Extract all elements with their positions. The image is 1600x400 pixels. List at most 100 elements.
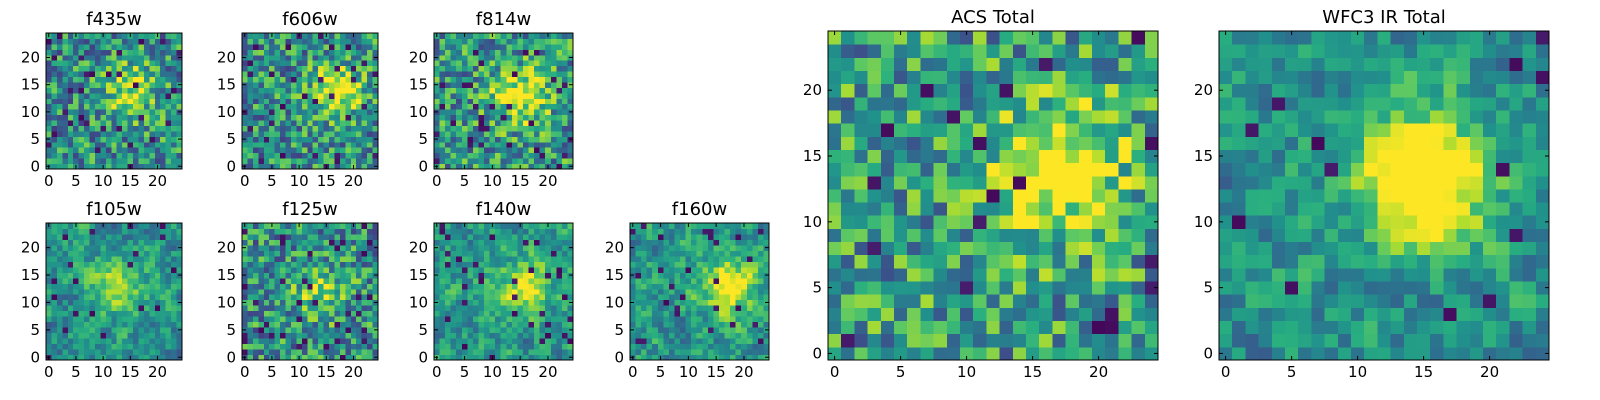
heatmap-cell	[674, 272, 681, 279]
heatmap-cell	[329, 354, 335, 361]
heatmap-cell	[556, 49, 563, 56]
heatmap-cell	[561, 98, 568, 105]
heatmap-cell	[367, 332, 374, 339]
heatmap-cell	[100, 277, 107, 284]
heatmap-cell	[517, 261, 524, 268]
heatmap-cell	[367, 38, 374, 45]
heatmap-cell	[484, 294, 491, 301]
heatmap-cell	[258, 343, 265, 350]
heatmap-cell	[445, 49, 452, 56]
heatmap-cell	[105, 316, 112, 323]
heatmap-cell	[550, 71, 557, 78]
heatmap-cell	[138, 109, 145, 116]
heatmap-cell	[318, 103, 325, 110]
heatmap-cell	[339, 136, 346, 143]
heatmap-cell	[46, 277, 52, 284]
heatmap-cell	[94, 60, 101, 67]
heatmap-cell	[489, 81, 496, 88]
heatmap-cell	[528, 109, 535, 116]
heatmap-cell	[138, 33, 145, 39]
heatmap-cell	[274, 283, 281, 290]
heatmap-cell	[735, 277, 742, 284]
heatmap-cell	[62, 141, 69, 148]
heatmap-cell	[138, 65, 145, 72]
heatmap-cell	[652, 272, 659, 279]
heatmap-cell	[122, 60, 129, 67]
heatmap-cell	[999, 175, 1014, 190]
heatmap-cell	[345, 109, 352, 116]
heatmap-cell	[280, 54, 287, 61]
heatmap-cell	[89, 305, 96, 312]
heatmap-cell	[495, 250, 502, 257]
heatmap-cell	[154, 60, 161, 67]
heatmap-cell	[1105, 188, 1119, 203]
heatmap-cell	[160, 299, 167, 306]
heatmap-cell	[165, 277, 172, 284]
heatmap-cell	[339, 244, 346, 251]
heatmap-cell	[329, 305, 335, 312]
heatmap-cell	[663, 349, 670, 356]
heatmap-cell	[713, 288, 720, 295]
heatmap-cell	[920, 267, 935, 282]
heatmap-cell	[707, 354, 714, 361]
heatmap-cell	[84, 239, 91, 246]
heatmap-cell	[946, 307, 961, 322]
heatmap-cell	[280, 49, 287, 56]
heatmap-cell	[517, 114, 524, 121]
heatmap-cell	[946, 333, 961, 348]
heatmap-cell	[62, 125, 69, 132]
heatmap-cell	[556, 71, 563, 78]
heatmap-cell	[143, 130, 150, 137]
heatmap-cell	[116, 54, 123, 61]
heatmap-cell	[361, 332, 368, 339]
heatmap-cell	[539, 228, 546, 235]
heatmap-cell	[467, 60, 474, 67]
heatmap-cell	[296, 81, 303, 88]
heatmap-cell	[105, 244, 112, 251]
heatmap-cell	[461, 288, 468, 295]
x-tick-label: 10	[290, 363, 309, 381]
heatmap-cell	[149, 120, 156, 126]
heatmap-cell	[258, 158, 265, 165]
heatmap-cell	[296, 327, 303, 334]
heatmap-cell	[439, 43, 446, 50]
heatmap-cell	[372, 33, 379, 39]
heatmap-cell	[263, 321, 270, 328]
heatmap-cell	[285, 125, 292, 132]
heatmap-cell	[641, 277, 648, 284]
heatmap-cell	[290, 54, 297, 61]
heatmap-cell	[111, 343, 118, 350]
heatmap-cell	[149, 250, 156, 257]
heatmap-cell	[263, 228, 270, 235]
heatmap-cell	[657, 338, 664, 345]
heatmap-cell	[757, 233, 764, 240]
heatmap-cell	[94, 250, 101, 257]
heatmap-cell	[489, 109, 496, 116]
heatmap-cell	[1092, 175, 1106, 190]
heatmap-cell	[445, 76, 452, 83]
heatmap-cell	[296, 277, 303, 284]
heatmap-cell	[323, 38, 330, 45]
heatmap-cell	[62, 338, 69, 345]
heatmap-cell	[62, 130, 69, 137]
heatmap-cell	[663, 299, 670, 306]
heatmap-cell	[367, 114, 374, 121]
heatmap-cell	[828, 162, 842, 177]
heatmap-cell	[176, 158, 183, 165]
heatmap-cell	[307, 109, 314, 116]
heatmap-cell	[51, 343, 58, 350]
heatmap-cell	[94, 38, 101, 45]
heatmap-cell	[269, 65, 276, 72]
heatmap-cell	[741, 233, 748, 240]
heatmap-cell	[735, 321, 742, 328]
heatmap-cell	[495, 109, 502, 116]
heatmap-cell	[894, 162, 908, 177]
heatmap-cell	[78, 81, 85, 88]
heatmap-cell	[290, 250, 297, 257]
heatmap-cell	[274, 233, 281, 240]
heatmap-cell	[372, 255, 379, 262]
heatmap-cell	[127, 136, 134, 143]
heatmap-cell	[511, 349, 518, 356]
heatmap-cell	[534, 65, 541, 72]
heatmap-cell	[247, 120, 254, 126]
